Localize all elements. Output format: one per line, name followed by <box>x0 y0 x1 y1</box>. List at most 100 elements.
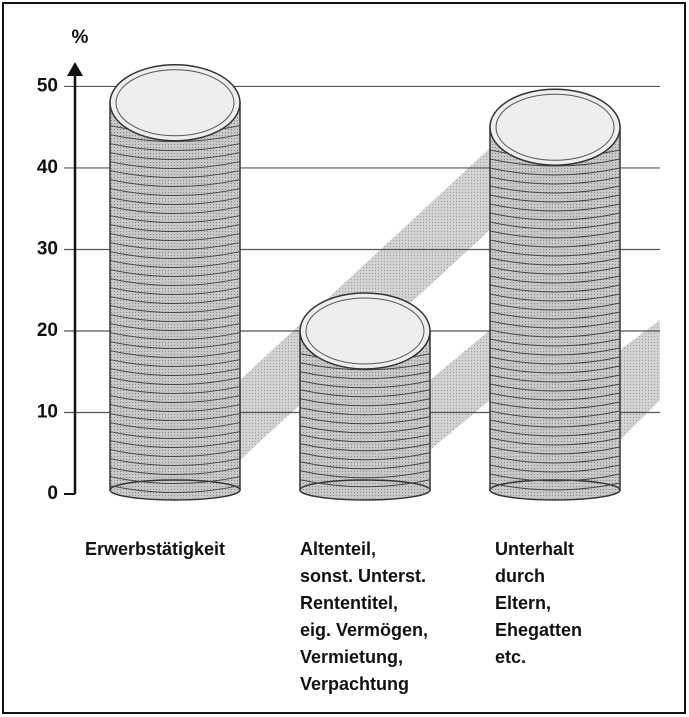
y-tick-label: 10 <box>37 402 58 423</box>
coin-rim <box>305 297 425 365</box>
coin-edge <box>299 479 431 488</box>
coin-edge <box>109 233 241 242</box>
coin-edge <box>109 422 241 431</box>
coin-edge <box>489 410 621 419</box>
coin-edge <box>489 374 621 383</box>
coin-edge <box>489 185 621 194</box>
x-category-label: Altenteil, <box>300 539 376 559</box>
coin-edge <box>489 383 621 392</box>
coin-edge <box>109 359 241 368</box>
coin-edge <box>489 473 621 482</box>
x-category-label: etc. <box>495 647 526 667</box>
x-category-label: Verpachtung <box>300 674 409 694</box>
coin-edge <box>489 320 621 329</box>
coin-edge <box>489 464 621 473</box>
coin-edge <box>109 134 241 143</box>
coin-edge <box>109 215 241 224</box>
coin-edge <box>109 296 241 305</box>
coin-edge <box>489 266 621 275</box>
x-category-label: Ehegatten <box>495 620 582 640</box>
coin-edge <box>109 350 241 359</box>
coin-edge <box>299 362 431 371</box>
coin-edge <box>299 416 431 425</box>
coin-edge <box>109 152 241 161</box>
coin-edge <box>109 305 241 314</box>
coin-edge <box>109 179 241 188</box>
coin-edge <box>299 380 431 389</box>
coin-edge <box>299 425 431 434</box>
coin-edge <box>109 332 241 341</box>
coin-edge <box>109 287 241 296</box>
coin-edge <box>299 407 431 416</box>
coin-edge <box>109 323 241 332</box>
coin-edge <box>489 356 621 365</box>
coin-edge <box>489 455 621 464</box>
coin-edge <box>109 242 241 251</box>
coin-edge <box>489 302 621 311</box>
coin-edge <box>109 386 241 395</box>
coin-edge <box>299 371 431 380</box>
coin-rim <box>495 93 615 161</box>
coin-edge <box>489 365 621 374</box>
coin-edge <box>109 368 241 377</box>
coin-stack <box>489 126 621 491</box>
coin-edge <box>489 311 621 320</box>
coin-edge <box>489 212 621 221</box>
coin-edge <box>109 278 241 287</box>
coin-edge <box>489 248 621 257</box>
coin-edge <box>109 413 241 422</box>
coin-edge <box>489 419 621 428</box>
coin-edge <box>109 197 241 206</box>
axis-arrow <box>67 62 83 76</box>
coin-face <box>299 292 431 370</box>
coin-edge <box>489 293 621 302</box>
shadow-band <box>430 330 490 450</box>
coin-edge <box>489 230 621 239</box>
coin-edge <box>109 224 241 233</box>
coin-face <box>489 88 621 166</box>
coin-edge <box>299 452 431 461</box>
coin-edge <box>109 404 241 413</box>
y-tick-label: 50 <box>37 75 58 96</box>
coin-edge <box>109 485 241 494</box>
coin-rim <box>115 69 235 137</box>
coin-bottom <box>109 479 241 501</box>
coin-edge <box>489 437 621 446</box>
coin-stack <box>109 102 241 491</box>
coin-edge <box>489 338 621 347</box>
y-tick-label: 30 <box>37 238 58 259</box>
coin-edge <box>299 389 431 398</box>
y-tick-label: 0 <box>47 483 58 504</box>
coin-edge <box>109 395 241 404</box>
coin-edge <box>489 401 621 410</box>
coin-edge <box>109 458 241 467</box>
coin-edge <box>299 398 431 407</box>
coin-edge <box>109 170 241 179</box>
coin-edge <box>299 434 431 443</box>
coin-edge <box>489 275 621 284</box>
coin-edge <box>109 314 241 323</box>
coin-edge <box>109 449 241 458</box>
coin-edge <box>109 143 241 152</box>
coin-edge <box>109 440 241 449</box>
x-category-label: Vermietung, <box>300 647 403 667</box>
coin-edge <box>109 188 241 197</box>
coin-edge <box>489 239 621 248</box>
coin-edge <box>109 206 241 215</box>
coin-edge <box>489 446 621 455</box>
coin-edge <box>489 176 621 185</box>
coin-edge <box>299 470 431 479</box>
coin-face <box>109 64 241 142</box>
x-category-label: durch <box>495 566 545 586</box>
coin-edge <box>489 392 621 401</box>
x-category-label: sonst. Unterst. <box>300 566 426 586</box>
coin-edge <box>489 329 621 338</box>
coin-edge <box>489 347 621 356</box>
coin-edge <box>489 203 621 212</box>
coin-edge <box>299 443 431 452</box>
coin-edge <box>299 461 431 470</box>
coin-edge <box>109 341 241 350</box>
coin-edge <box>489 257 621 266</box>
